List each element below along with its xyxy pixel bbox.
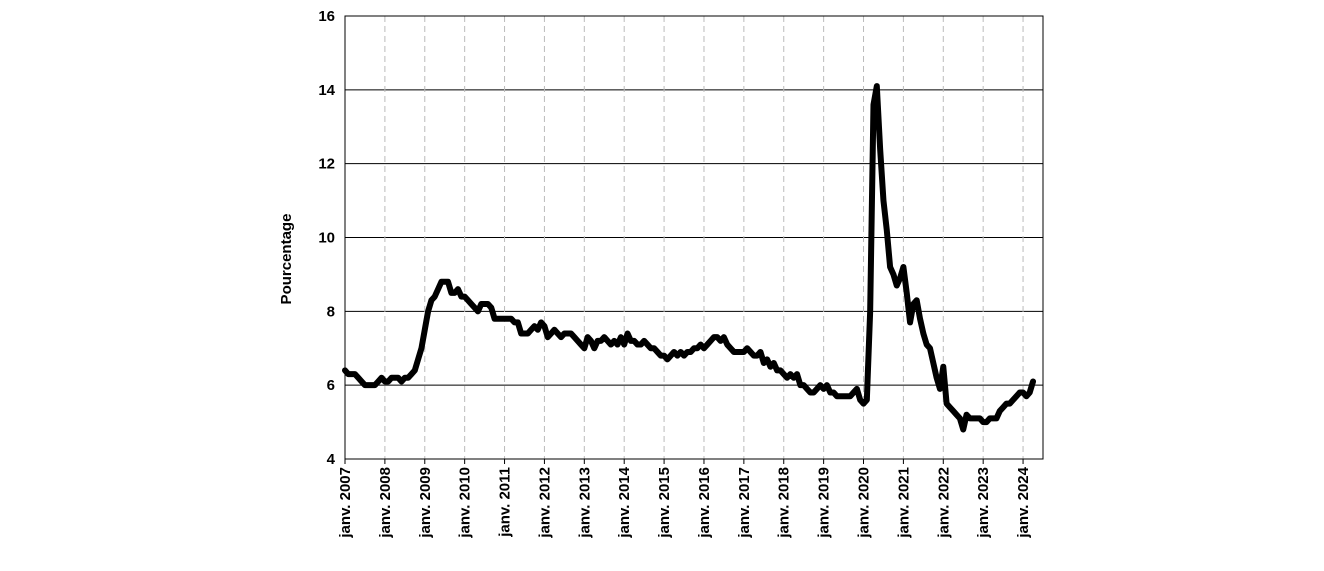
x-tick-label: janv. 2020	[856, 467, 873, 539]
x-tick-label: janv. 2015	[656, 467, 673, 539]
y-axis-label: Pourcentage	[278, 214, 295, 305]
y-tick-label: 8	[327, 303, 335, 320]
x-tick-label: janv. 2008	[377, 467, 394, 539]
x-tick-label: janv. 2021	[895, 467, 912, 539]
x-tick-label: janv. 2013	[576, 467, 593, 539]
plot-frame	[344, 15, 1044, 460]
x-tick-label: janv. 2016	[696, 467, 713, 539]
x-tick-label: janv. 2010	[457, 467, 474, 539]
x-tick-label: janv. 2023	[975, 467, 992, 539]
y-tick-label: 12	[318, 156, 335, 173]
x-tick-label: janv. 2024	[1015, 466, 1032, 538]
y-tick-label: 6	[327, 377, 335, 394]
y-tick-label: 16	[318, 8, 335, 25]
y-tick-label: 4	[327, 451, 336, 468]
x-tick-label: janv. 2014	[616, 466, 633, 538]
x-tick-label: janv. 2012	[536, 467, 553, 539]
x-tick-label: janv. 2019	[816, 467, 833, 539]
x-tick-label: janv. 2007	[337, 467, 354, 539]
x-tick-label: janv. 2017	[736, 467, 753, 539]
x-tick-label: janv. 2009	[417, 467, 434, 539]
x-tick-label: janv. 2018	[776, 467, 793, 539]
y-tick-label: 14	[318, 82, 335, 99]
x-tick-label: janv. 2022	[935, 467, 952, 539]
x-tick-label: janv. 2011	[497, 467, 514, 538]
y-tick-label: 10	[318, 230, 335, 247]
data-line	[342, 83, 1037, 433]
